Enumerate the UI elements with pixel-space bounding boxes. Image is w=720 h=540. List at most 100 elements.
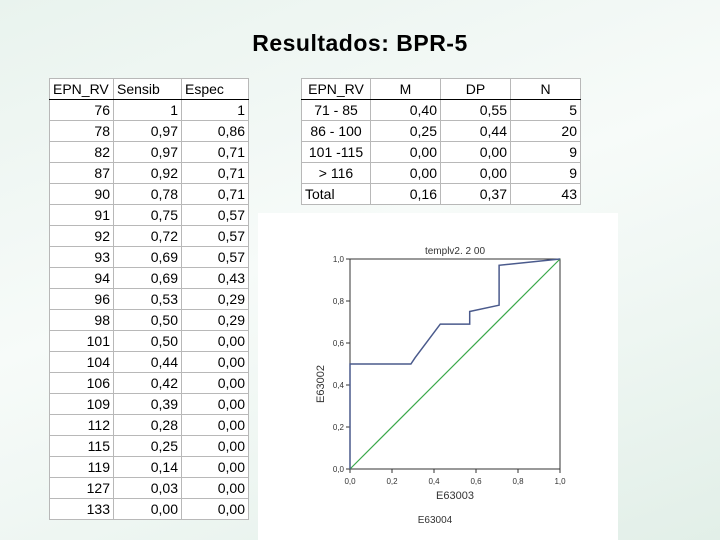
- table-row: 78 0,97 0,86: [49, 120, 249, 142]
- y-tick-label: 1,0: [333, 255, 345, 264]
- table-cell: 0,00: [181, 372, 249, 394]
- table-cell: Total: [301, 183, 371, 205]
- table-cell: 0,00: [113, 498, 182, 520]
- chart-footer: E63004: [418, 515, 453, 526]
- table-cell: 43: [510, 183, 581, 205]
- table-cell: 0,40: [370, 99, 441, 121]
- table-cell: 0,53: [113, 288, 182, 310]
- table-cell: 0,37: [440, 183, 511, 205]
- table-row: 98 0,50 0,29: [49, 309, 249, 331]
- table-cell: 86 - 100: [301, 120, 371, 142]
- table-cell: 76: [49, 99, 114, 121]
- table-cell: 0,50: [113, 330, 182, 352]
- table-row: 92 0,72 0,57: [49, 225, 249, 247]
- roc-header-2: Espec: [181, 78, 249, 100]
- table-cell: 0,50: [113, 309, 182, 331]
- x-axis-label: E63003: [436, 490, 474, 502]
- table-cell: 0,55: [440, 99, 511, 121]
- table-cell: 71 - 85: [301, 99, 371, 121]
- table-cell: 0,71: [181, 162, 249, 184]
- table-cell: 0,00: [181, 351, 249, 373]
- summary-header-3: N: [510, 78, 581, 100]
- table-cell: 0,44: [440, 120, 511, 142]
- table-cell: 94: [49, 267, 114, 289]
- table-row: 101 0,50 0,00: [49, 330, 249, 352]
- table-cell: 91: [49, 204, 114, 226]
- table-cell: 0,14: [113, 456, 182, 478]
- x-tick-label: 0,2: [386, 477, 398, 486]
- table-row: 133 0,00 0,00: [49, 498, 249, 520]
- y-tick-label: 0,4: [333, 381, 345, 390]
- table-cell: 0,57: [181, 246, 249, 268]
- table-cell: 20: [510, 120, 581, 142]
- table-cell: 1: [181, 99, 249, 121]
- table-cell: 9: [510, 141, 581, 163]
- table-cell: 119: [49, 456, 114, 478]
- summary-header-2: DP: [440, 78, 511, 100]
- table-cell: 115: [49, 435, 114, 457]
- table-cell: 0,00: [440, 141, 511, 163]
- table-cell: 0,00: [181, 456, 249, 478]
- table-row: 71 - 85 0,40 0,55 5: [301, 99, 581, 121]
- x-tick-label: 0,6: [470, 477, 482, 486]
- summary-header-0: EPN_RV: [301, 78, 371, 100]
- table-cell: 0,29: [181, 288, 249, 310]
- table-cell: 0,00: [181, 414, 249, 436]
- table-row: 87 0,92 0,71: [49, 162, 249, 184]
- table-cell: 104: [49, 351, 114, 373]
- table-cell: > 116: [301, 162, 371, 184]
- table-row: 104 0,44 0,00: [49, 351, 249, 373]
- summary-table-header: EPN_RV M DP N: [301, 78, 581, 100]
- table-cell: 0,00: [370, 141, 441, 163]
- reference-line: [349, 258, 561, 470]
- table-cell: 92: [49, 225, 114, 247]
- table-row: 101 -115 0,00 0,00 9: [301, 141, 581, 163]
- x-tick-label: 1,0: [554, 477, 566, 486]
- summary-header-1: M: [370, 78, 441, 100]
- table-row: 86 - 100 0,25 0,44 20: [301, 120, 581, 142]
- table-cell: 82: [49, 141, 114, 163]
- table-row: 93 0,69 0,57: [49, 246, 249, 268]
- table-cell: 0,97: [113, 120, 182, 142]
- table-cell: 0,00: [181, 435, 249, 457]
- table-cell: 0,29: [181, 309, 249, 331]
- table-cell: 109: [49, 393, 114, 415]
- table-cell: 106: [49, 372, 114, 394]
- roc-table-header: EPN_RV Sensib Espec: [49, 78, 249, 100]
- table-row: 115 0,25 0,00: [49, 435, 249, 457]
- chart-title: templv2. 2 00: [425, 246, 485, 257]
- table-row: 82 0,97 0,71: [49, 141, 249, 163]
- table-cell: 0,00: [181, 393, 249, 415]
- x-tick-label: 0,8: [512, 477, 524, 486]
- y-tick-label: 0,6: [333, 339, 345, 348]
- table-cell: 0,25: [113, 435, 182, 457]
- summary-table: EPN_RV M DP N 71 - 85 0,40 0,55 5 86 - 100 0,25 0…: [301, 78, 581, 205]
- table-row: 76 1 1: [49, 99, 249, 121]
- y-axis-label: E63002: [315, 365, 327, 403]
- table-cell: 127: [49, 477, 114, 499]
- table-cell: 78: [49, 120, 114, 142]
- table-cell: 90: [49, 183, 114, 205]
- table-cell: 112: [49, 414, 114, 436]
- roc-header-1: Sensib: [113, 78, 182, 100]
- table-row: 127 0,03 0,00: [49, 477, 249, 499]
- table-cell: 0,69: [113, 267, 182, 289]
- roc-curve: [349, 258, 561, 469]
- table-cell: 0,00: [181, 498, 249, 520]
- table-cell: 133: [49, 498, 114, 520]
- y-tick-label: 0,8: [333, 297, 345, 306]
- x-tick-label: 0,0: [344, 477, 356, 486]
- table-row: 106 0,42 0,00: [49, 372, 249, 394]
- table-row: 96 0,53 0,29: [49, 288, 249, 310]
- table-cell: 0,75: [113, 204, 182, 226]
- table-cell: 0,71: [181, 183, 249, 205]
- table-cell: 0,28: [113, 414, 182, 436]
- slide-title: Resultados: BPR-5: [252, 30, 468, 56]
- table-cell: 0,16: [370, 183, 441, 205]
- table-cell: 0,39: [113, 393, 182, 415]
- table-cell: 0,71: [181, 141, 249, 163]
- table-cell: 0,57: [181, 204, 249, 226]
- table-cell: 98: [49, 309, 114, 331]
- table-cell: 0,92: [113, 162, 182, 184]
- table-cell: 0,00: [181, 477, 249, 499]
